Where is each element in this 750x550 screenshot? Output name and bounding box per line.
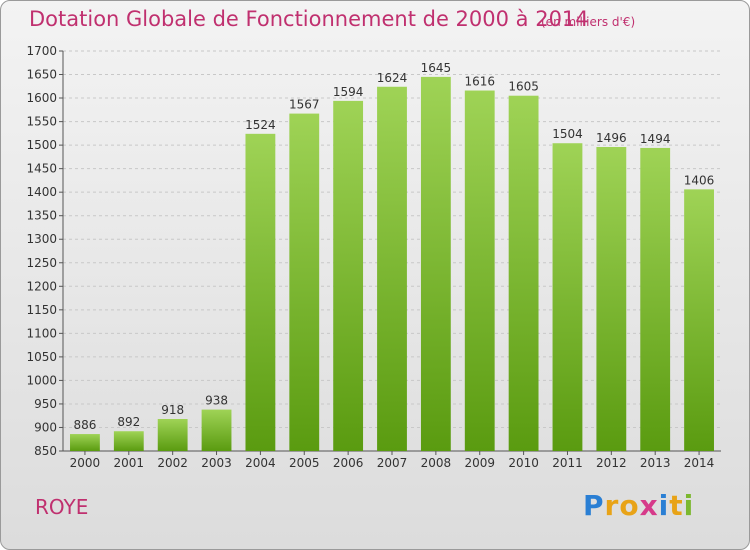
data-label: 1567 xyxy=(289,98,320,112)
y-tick-label: 900 xyxy=(34,420,57,434)
y-tick-label: 1600 xyxy=(26,91,57,105)
bar-2012 xyxy=(596,147,627,451)
x-tick-label: 2012 xyxy=(596,456,627,470)
data-label: 886 xyxy=(73,418,96,432)
chart-title: Dotation Globale de Fonctionnement de 20… xyxy=(29,7,589,31)
bar-2009 xyxy=(464,90,495,451)
x-tick-label: 2011 xyxy=(552,456,583,470)
y-tick-label: 1350 xyxy=(26,209,57,223)
y-tick-label: 950 xyxy=(34,397,57,411)
bar-2011 xyxy=(552,143,583,451)
logo-letter: r xyxy=(604,489,620,522)
y-tick-label: 1050 xyxy=(26,350,57,364)
x-tick-label: 2008 xyxy=(421,456,452,470)
y-tick-label: 1550 xyxy=(26,115,57,129)
x-tick-label: 2013 xyxy=(640,456,671,470)
bar-2003 xyxy=(201,409,232,451)
y-tick-label: 1650 xyxy=(26,68,57,82)
data-label: 1594 xyxy=(333,85,364,99)
x-tick-label: 2006 xyxy=(333,456,364,470)
y-tick-label: 1100 xyxy=(26,326,57,340)
bar-2002 xyxy=(157,419,188,451)
data-label: 1524 xyxy=(245,118,276,132)
x-tick-label: 2002 xyxy=(157,456,188,470)
data-label: 1605 xyxy=(508,80,539,94)
proxiti-logo: Proxiti xyxy=(583,489,694,522)
data-label: 1645 xyxy=(421,61,452,75)
y-tick-label: 1400 xyxy=(26,185,57,199)
logo-letter: P xyxy=(583,489,605,522)
y-tick-label: 1250 xyxy=(26,256,57,270)
logo-letter: t xyxy=(669,489,684,522)
logo-letter: i xyxy=(683,489,695,522)
bar-2008 xyxy=(420,76,451,451)
x-tick-label: 2004 xyxy=(245,456,276,470)
bar-2013 xyxy=(640,147,671,452)
data-label: 918 xyxy=(161,403,184,417)
data-label: 1406 xyxy=(684,173,715,187)
bar-2006 xyxy=(333,100,364,451)
chart-unit-note: (en milliers d'€) xyxy=(541,15,636,29)
data-label: 1616 xyxy=(464,75,495,89)
logo-letter: o xyxy=(619,489,640,522)
x-tick-label: 2005 xyxy=(289,456,320,470)
bar-2005 xyxy=(289,113,320,452)
commune-name: ROYE xyxy=(35,495,89,519)
bar-2004 xyxy=(245,133,276,451)
y-tick-label: 1450 xyxy=(26,162,57,176)
y-tick-label: 1150 xyxy=(26,303,57,317)
logo-letter: i xyxy=(658,489,670,522)
y-tick-label: 1000 xyxy=(26,373,57,387)
x-tick-label: 2009 xyxy=(464,456,495,470)
data-label: 1624 xyxy=(377,71,408,85)
y-tick-label: 1300 xyxy=(26,232,57,246)
bar-2007 xyxy=(377,86,407,451)
x-tick-label: 2001 xyxy=(114,456,145,470)
data-label: 938 xyxy=(205,394,228,408)
data-label: 892 xyxy=(117,415,140,429)
logo-letter: x xyxy=(639,489,659,522)
x-tick-label: 2003 xyxy=(201,456,232,470)
x-tick-label: 2007 xyxy=(377,456,408,470)
bar-2010 xyxy=(508,95,539,452)
data-label: 1494 xyxy=(640,132,671,146)
y-tick-label: 1500 xyxy=(26,138,57,152)
bar-2000 xyxy=(70,434,100,451)
x-tick-label: 2000 xyxy=(70,456,101,470)
y-tick-label: 850 xyxy=(34,444,57,458)
bar-2001 xyxy=(113,431,144,451)
data-label: 1496 xyxy=(596,131,627,145)
x-tick-label: 2014 xyxy=(684,456,715,470)
data-label: 1504 xyxy=(552,127,583,141)
x-tick-label: 2010 xyxy=(508,456,539,470)
y-tick-label: 1700 xyxy=(26,44,57,58)
bar-2014 xyxy=(684,189,714,451)
y-tick-label: 1200 xyxy=(26,279,57,293)
